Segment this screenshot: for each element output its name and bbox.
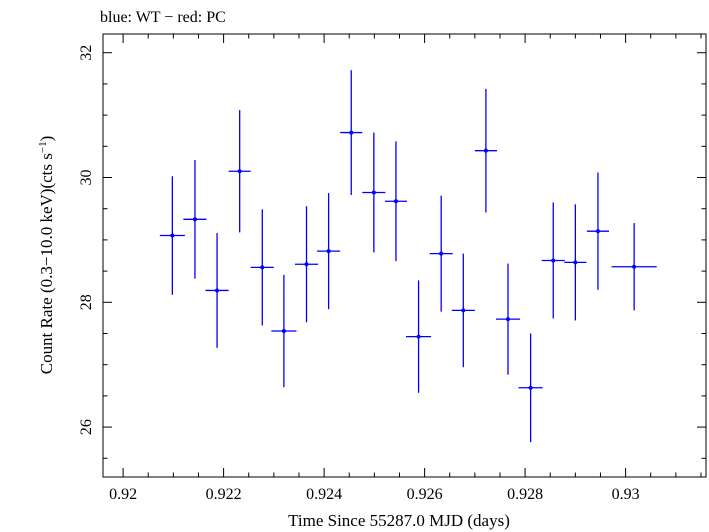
data-point [250,209,274,326]
data-point [474,88,497,213]
data-point [228,110,251,233]
data-point [495,263,521,375]
data-points [159,70,657,443]
data-point [294,206,319,323]
data-marker [595,229,600,234]
x-tick-label: 0.92 [109,486,137,503]
data-point [183,160,207,279]
data-point [384,141,408,262]
data-marker [551,258,556,263]
data-marker [326,249,331,254]
data-marker [237,169,242,174]
data-marker [416,334,421,339]
data-marker [215,288,220,293]
x-tick-label: 0.93 [612,486,640,503]
data-marker [461,308,466,313]
data-point [159,176,185,295]
data-point [271,274,297,388]
y-tick-label: 32 [78,45,95,61]
data-marker [506,317,511,322]
data-point [205,233,229,348]
data-marker [393,199,398,204]
data-point [611,223,657,311]
data-marker [349,130,354,135]
data-point [429,195,453,312]
data-marker [632,264,637,269]
data-marker [528,385,533,390]
y-tick-label: 28 [78,294,95,310]
data-point [406,280,432,393]
data-marker [281,328,286,333]
y-axis-title: Count Rate (0.3−10.0 keV)(cts s−1) [37,136,56,375]
data-point [518,333,543,443]
y-tick-label: 26 [78,419,95,435]
data-point [451,253,475,368]
data-marker [170,233,175,238]
x-tick-label: 0.928 [507,486,543,503]
y-axis-title-close: ) [37,136,56,142]
data-point [541,202,565,319]
x-tick-label: 0.922 [206,486,242,503]
data-point [340,70,363,195]
data-marker [304,262,309,267]
data-marker [573,260,578,265]
plot-frame [102,33,707,478]
x-axis-title: Time Since 55287.0 MJD (days) [288,511,510,530]
y-axis-title-main: Count Rate (0.3−10.0 keV)(cts s [37,153,56,374]
axis-tick-labels: 0.92 0.922 0.924 0.926 0.928 0.93 26 28 30 32 [78,45,640,503]
y-tick-label: 30 [78,170,95,186]
data-point [564,204,587,321]
chart-title: blue: WT − red: PC [100,9,226,26]
data-marker [439,251,444,256]
data-marker [260,265,265,270]
data-point [586,172,610,290]
data-marker [483,148,488,153]
axis-ticks [103,34,706,477]
data-point [317,193,341,310]
data-point [362,132,386,253]
data-marker [192,217,197,222]
x-tick-label: 0.926 [407,486,443,503]
x-tick-label: 0.924 [306,486,342,503]
y-axis-title-superscript: −1 [37,141,49,153]
data-marker [371,190,376,195]
